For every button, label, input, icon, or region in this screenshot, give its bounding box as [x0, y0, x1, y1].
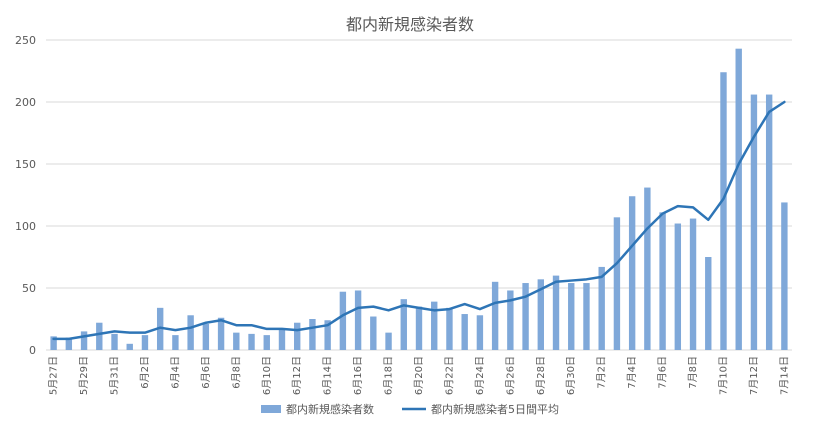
y-tick-label: 0 — [29, 344, 36, 357]
x-tick-label: 6月10日 — [261, 356, 273, 395]
grid — [46, 39, 792, 351]
bar — [644, 187, 651, 350]
x-tick-label: 6月18日 — [383, 356, 395, 395]
x-tick-label: 7月10日 — [717, 356, 729, 395]
x-tick-label: 6月22日 — [443, 356, 455, 395]
bar — [80, 331, 88, 350]
x-tick-label: 7月14日 — [778, 356, 790, 395]
bar — [385, 332, 392, 350]
y-tick-label: 250 — [15, 34, 36, 47]
x-tick-label: 6月8日 — [230, 356, 242, 389]
bar — [659, 212, 666, 350]
bar — [309, 319, 316, 350]
legend: 都内新規感染者数 都内新規感染者5日間平均 — [261, 402, 559, 416]
legend-line-label: 都内新規感染者5日間平均 — [431, 402, 559, 416]
bar — [202, 323, 210, 350]
bar — [400, 299, 407, 350]
bar — [263, 335, 270, 350]
y-tick-label: 200 — [15, 96, 36, 109]
x-tick-label: 7月6日 — [657, 356, 669, 389]
x-tick-label: 6月30日 — [565, 356, 577, 395]
legend-bar-swatch — [261, 405, 281, 413]
bar — [720, 72, 727, 351]
y-tick-label: 150 — [15, 158, 36, 171]
bar — [415, 306, 423, 350]
bar — [278, 328, 286, 350]
legend-bar-label: 都内新規感染者数 — [286, 402, 374, 416]
bar — [781, 202, 788, 350]
x-tick-label: 6月28日 — [535, 356, 547, 395]
bar — [370, 316, 377, 350]
x-tick-label: 6月24日 — [474, 356, 486, 395]
bar — [339, 291, 347, 350]
bar — [674, 223, 682, 350]
bar — [50, 336, 57, 350]
bar — [248, 333, 255, 350]
bar — [537, 279, 544, 350]
x-tick-label: 6月14日 — [322, 356, 334, 395]
y-axis: 0 50 100 150 200 250 — [15, 34, 36, 357]
x-tick-label: 6月6日 — [200, 356, 212, 389]
bar — [628, 196, 636, 350]
bar — [233, 332, 240, 350]
bar-series — [50, 48, 788, 351]
y-tick-label: 50 — [22, 282, 36, 295]
chart-title: 都内新規感染者数 — [346, 15, 474, 34]
bar — [613, 217, 621, 350]
y-tick-label: 100 — [15, 220, 36, 233]
bar — [461, 314, 468, 350]
x-tick-label: 5月29日 — [78, 356, 90, 395]
x-tick-label: 6月20日 — [413, 356, 425, 395]
bar — [491, 281, 499, 350]
x-tick-label: 5月27日 — [48, 356, 60, 395]
bar — [294, 322, 301, 350]
bar — [507, 290, 514, 350]
bar — [705, 257, 712, 350]
x-tick-label: 6月4日 — [169, 356, 181, 389]
line-series — [52, 100, 786, 341]
bar — [187, 315, 194, 350]
x-tick-label: 5月31日 — [109, 356, 121, 395]
x-tick-label: 7月4日 — [626, 356, 638, 389]
average-line — [52, 100, 786, 341]
x-tick-label: 6月2日 — [139, 356, 151, 389]
bar — [583, 283, 590, 350]
x-axis: 5月27日 5月29日 5月31日 6月2日 6月4日 6月6日 6月8日 6月10日 6月12… — [48, 356, 791, 395]
bar — [735, 48, 742, 351]
bar — [446, 307, 453, 350]
bar — [96, 322, 103, 350]
bar — [354, 290, 362, 350]
bar — [65, 337, 73, 350]
bar — [172, 335, 179, 350]
x-tick-label: 6月12日 — [291, 356, 303, 395]
bar — [324, 320, 331, 350]
bar — [111, 333, 118, 350]
x-tick-label: 7月12日 — [748, 356, 760, 395]
bar — [217, 317, 225, 350]
bar — [431, 301, 438, 350]
bar — [750, 94, 758, 350]
x-tick-label: 7月2日 — [596, 356, 608, 389]
bar — [552, 275, 560, 350]
bar — [689, 218, 697, 350]
bar — [476, 315, 484, 350]
x-tick-label: 7月8日 — [687, 356, 699, 389]
x-tick-label: 6月26日 — [504, 356, 516, 395]
bar — [598, 266, 605, 350]
bar — [765, 94, 773, 350]
bar — [126, 343, 133, 350]
bar — [568, 283, 575, 350]
bar — [141, 335, 149, 350]
x-tick-label: 6月16日 — [352, 356, 364, 395]
bar — [522, 283, 529, 350]
